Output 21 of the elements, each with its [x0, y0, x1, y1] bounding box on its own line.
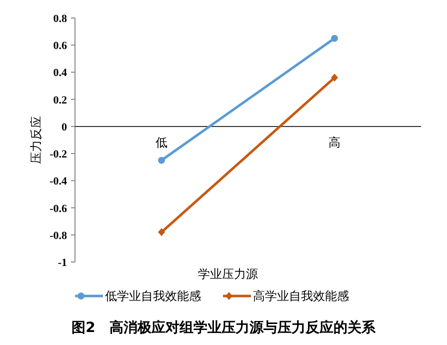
- legend-label: 低学业自我效能感: [105, 289, 201, 303]
- y-tick-label: 0.8: [53, 13, 68, 25]
- y-tick-label: 0.4: [53, 67, 68, 80]
- y-tick-label: 0: [62, 121, 68, 134]
- y-tick-label: -0.4: [50, 176, 68, 188]
- y-axis-title: 压力反应: [29, 116, 43, 164]
- caption: 图2 高消极应对组学业压力源与压力反应的关系: [72, 319, 376, 336]
- legend-label: 高学业自我效能感: [253, 289, 349, 303]
- point: [331, 74, 338, 82]
- x-axis-title: 学业压力源: [198, 267, 258, 281]
- x-tick-label: 高: [328, 135, 340, 150]
- x-tick-label: 低: [156, 135, 168, 150]
- point: [158, 156, 165, 164]
- y-tick-label: -0.6: [50, 202, 68, 215]
- y-tick-label: -1: [58, 257, 67, 269]
- y-tick-label: 0.6: [53, 40, 68, 52]
- point: [331, 34, 338, 42]
- point: [158, 228, 165, 236]
- y-tick-label: -0.8: [50, 230, 68, 242]
- y-tick-label: 0.2: [53, 94, 68, 106]
- y-tick-label: -0.2: [50, 148, 68, 161]
